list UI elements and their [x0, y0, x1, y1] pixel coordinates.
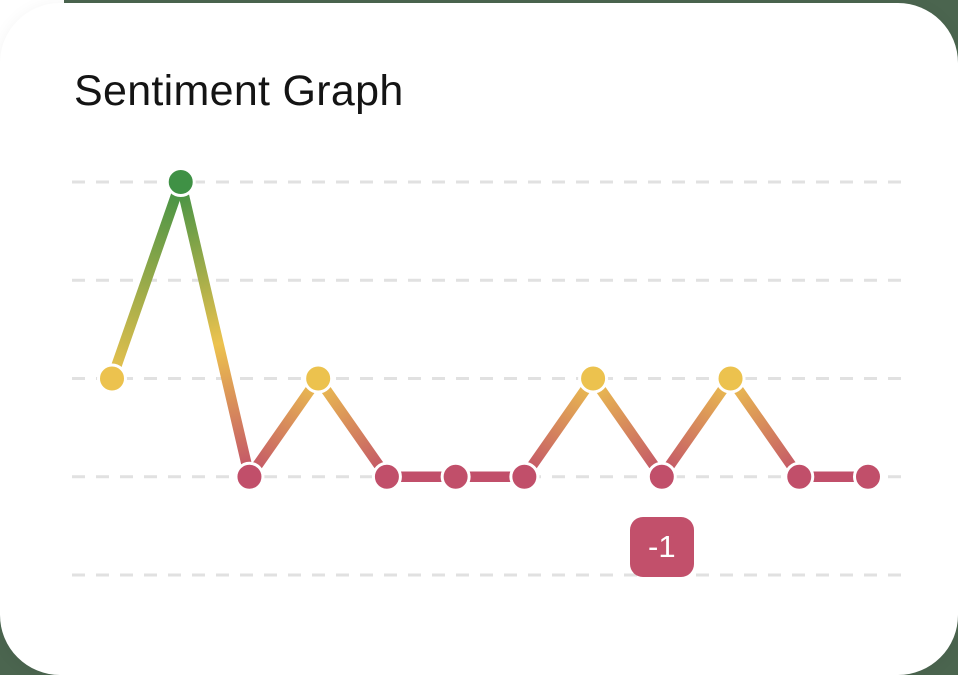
line-segment: [725, 373, 805, 482]
data-point[interactable]: [303, 363, 334, 394]
data-point[interactable]: [371, 461, 402, 492]
data-point[interactable]: [784, 461, 815, 492]
line-segment: [312, 373, 393, 482]
data-point[interactable]: [440, 461, 471, 492]
line-segment: [519, 373, 599, 482]
chart-title: Sentiment Graph: [74, 67, 404, 115]
data-point[interactable]: [578, 363, 609, 394]
data-point[interactable]: [715, 363, 746, 394]
line-segment: [106, 176, 186, 384]
data-point[interactable]: [97, 363, 127, 394]
line-segment: [244, 373, 324, 482]
data-point[interactable]: [509, 461, 540, 492]
data-point[interactable]: [234, 461, 265, 492]
line-segment: [656, 373, 736, 482]
data-point[interactable]: [852, 461, 883, 492]
data-point[interactable]: [646, 461, 677, 492]
tooltip-value: -1: [648, 528, 676, 564]
line-segment: [175, 176, 255, 482]
tooltip-badge: -1: [629, 516, 694, 577]
data-point[interactable]: [165, 167, 196, 197]
line-segment: [587, 373, 668, 482]
sentiment-card: Sentiment Graph: [0, 3, 958, 675]
